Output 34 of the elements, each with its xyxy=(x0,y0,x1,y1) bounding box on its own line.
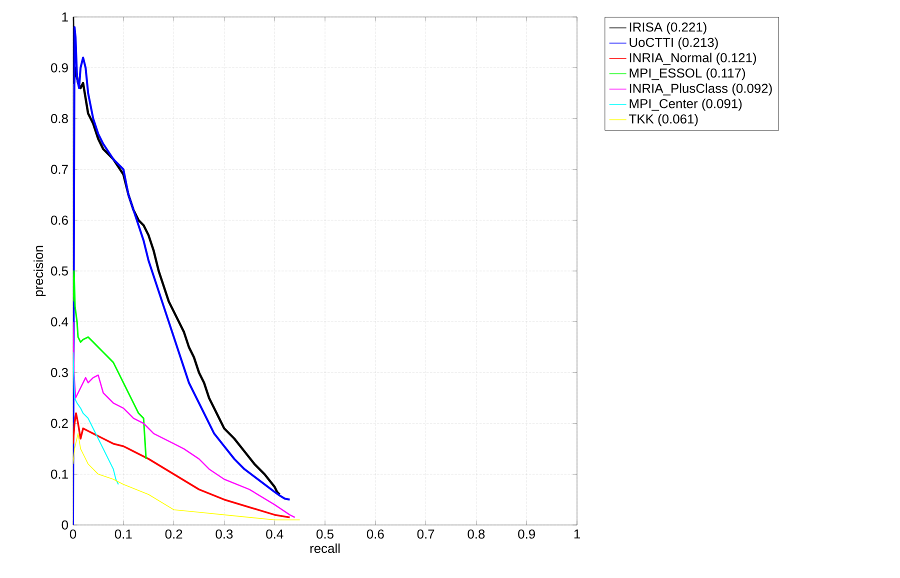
x-tick-label: 0.3 xyxy=(216,529,233,539)
line-series xyxy=(73,433,300,520)
y-tick-label: 0.3 xyxy=(50,368,68,378)
legend-label: IRISA (0.221) xyxy=(630,22,706,34)
legend-label: MPI_Center (0.091) xyxy=(630,98,742,111)
y-tick-label: 1 xyxy=(62,12,68,22)
y-tick-label: 0.6 xyxy=(50,216,68,225)
x-tick-label: 0.9 xyxy=(518,529,536,539)
x-tick-label: 0.2 xyxy=(165,529,182,539)
x-tick-label: 0.7 xyxy=(417,529,434,539)
x-tick-label: 0.4 xyxy=(266,529,284,539)
legend-label: MPI_ESSOL (0.117) xyxy=(630,68,746,80)
y-tick-label: 0.2 xyxy=(50,418,68,428)
y-tick-label: 0.9 xyxy=(50,63,68,72)
y-tick-label: 0.7 xyxy=(50,164,68,174)
legend-label: UoCTTI (0.213) xyxy=(630,37,718,50)
legend-label: TKK (0.061) xyxy=(629,114,698,126)
x-axis-title: recall xyxy=(310,543,340,554)
x-tick-label: 0.8 xyxy=(468,529,485,539)
x-tick-label: 0.5 xyxy=(316,529,334,539)
y-tick-label: 0 xyxy=(62,520,68,530)
legend-label: INRIA_Normal (0.121) xyxy=(630,52,756,65)
y-axis-title: precision xyxy=(34,246,46,296)
line-series xyxy=(73,321,296,518)
x-tick-label: 0.1 xyxy=(114,529,132,539)
legend-label: INRIA_PlusClass (0.092) xyxy=(630,83,772,96)
y-tick-label: 0.5 xyxy=(50,266,68,276)
line-series xyxy=(73,412,291,518)
x-tick-label: 0 xyxy=(70,529,76,539)
x-tick-label: 1 xyxy=(574,530,580,538)
y-tick-label: 0.8 xyxy=(50,114,68,124)
x-tick-label: 0.6 xyxy=(366,529,384,539)
y-tick-label: 0.1 xyxy=(50,470,68,479)
y-tick-label: 0.4 xyxy=(50,317,68,326)
